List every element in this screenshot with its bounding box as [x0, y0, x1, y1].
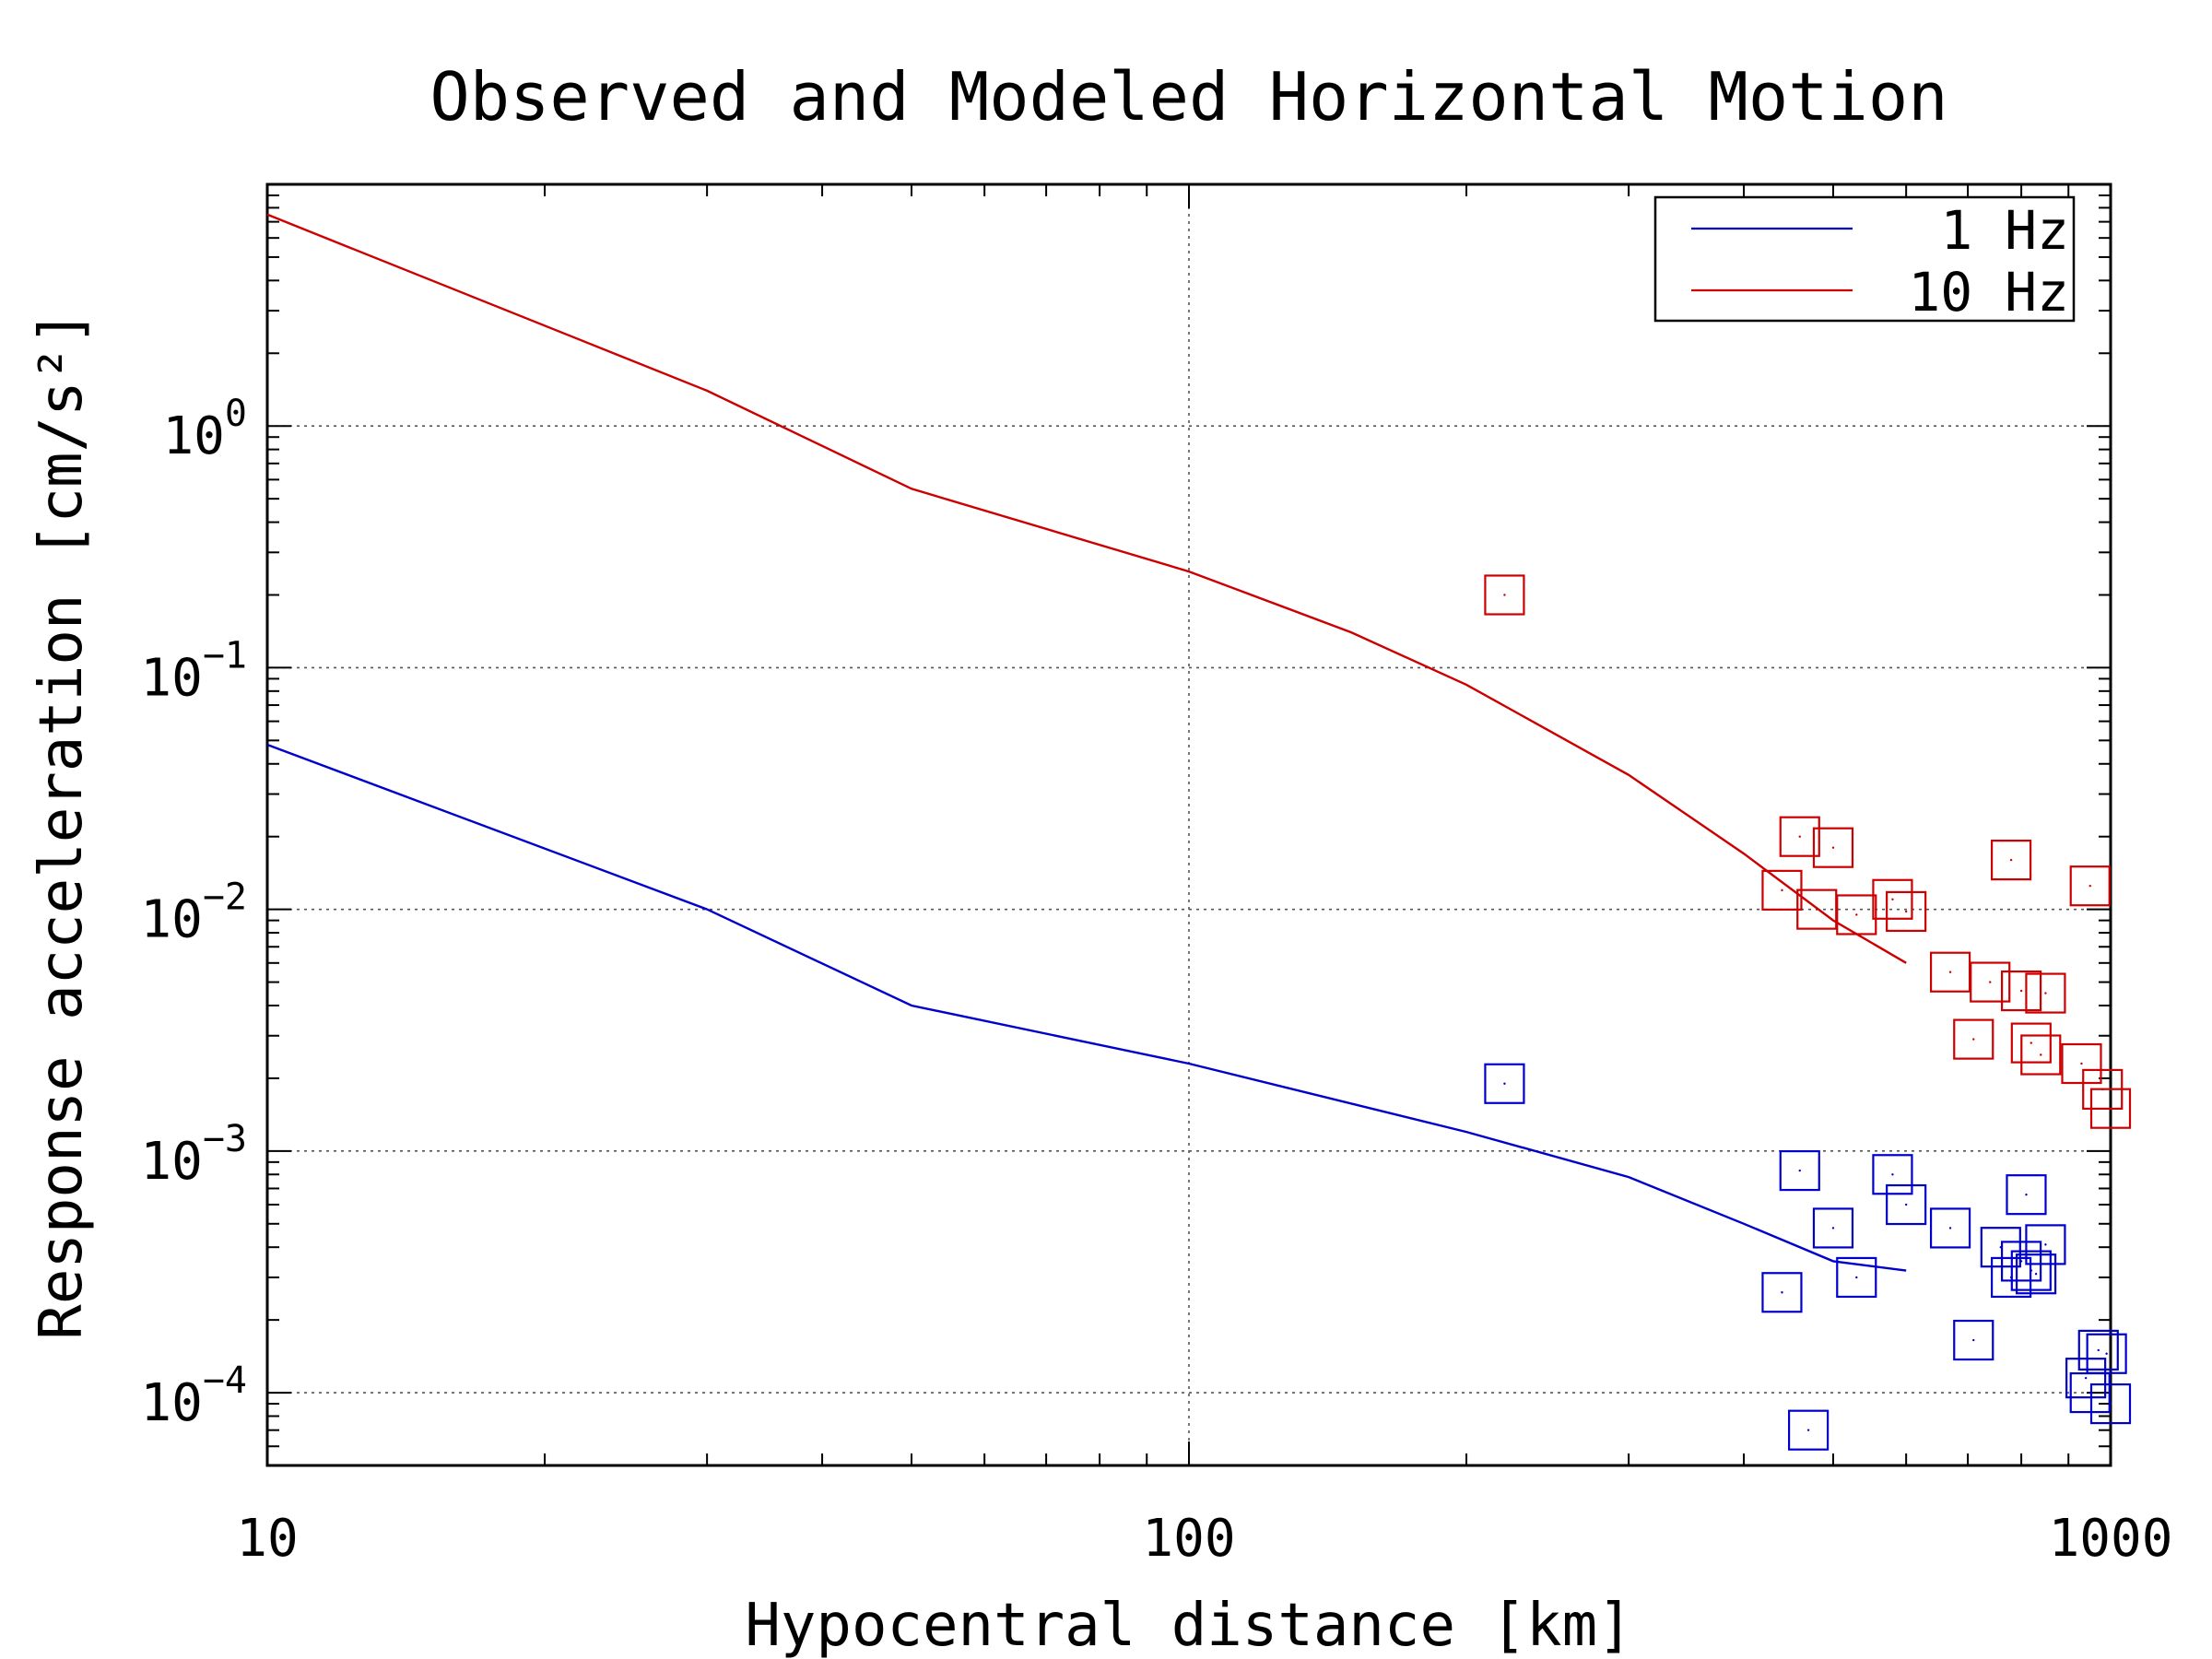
x-tick-labels: 10 100 1000 [236, 1509, 2172, 1569]
observed-point-center-0 [1972, 1338, 1975, 1342]
legend-label-10hz: 10 Hz [1908, 261, 2069, 324]
observed-point-center-1 [1904, 910, 1908, 913]
observed-point-1 [1812, 827, 1854, 868]
observed-point-center-0 [1891, 1173, 1894, 1176]
observed-point-center-0 [2084, 1376, 2088, 1380]
observed-point-center-0 [1806, 1429, 1810, 1431]
y-tick-label: 10−2 [140, 877, 247, 950]
chart-title: Observed and Modeled Horizontal Motion [429, 58, 1947, 135]
observed-point-1 [2061, 1042, 2102, 1085]
observed-point-1 [1484, 574, 1525, 616]
observed-point-0 [2000, 1241, 2042, 1282]
observed-point-0 [1779, 1149, 1820, 1192]
y-tick-label: 10−4 [140, 1359, 247, 1433]
observed-point-0 [2015, 1253, 2057, 1295]
observed-point-1 [1872, 878, 1913, 920]
legend-label-1hz: 1 Hz [1940, 199, 2069, 262]
observed-point-center-0 [2034, 1273, 2038, 1276]
observed-point-0 [2089, 1382, 2132, 1425]
y-tick-labels: 10−4 10−3 10−2 10−1 100 [140, 393, 247, 1433]
observed-point-center-0 [2097, 1348, 2100, 1352]
observed-point-center-0 [2025, 1193, 2028, 1196]
observed-point-center-1 [2088, 885, 2091, 888]
observed-point-center-1 [2080, 1062, 2083, 1065]
observed-point-center-0 [1855, 1276, 1858, 1279]
observed-point-center-1 [1989, 981, 1992, 983]
observed-point-center-1 [1891, 898, 1894, 900]
observed-point-1 [1953, 1018, 1994, 1060]
x-axis-label: Hypocentral distance [km] [745, 1592, 1632, 1659]
observed-point-center-1 [1781, 888, 1783, 892]
observed-point-1 [1836, 894, 1877, 935]
observed-point-0 [1761, 1272, 1803, 1313]
observed-point-0 [1872, 1154, 1913, 1195]
observed-point-center-1 [2040, 1053, 2042, 1056]
series-points [1484, 574, 2132, 1451]
observed-point-0 [1484, 1063, 1525, 1104]
observed-point-1 [1886, 890, 1927, 933]
observed-point-1 [2025, 972, 2066, 1014]
observed-point-center-1 [1816, 908, 1818, 911]
observed-point-center-1 [1948, 971, 1952, 973]
observed-point-center-1 [1972, 1038, 1975, 1041]
x-tick-label: 100 [1142, 1509, 1235, 1569]
observed-point-center-0 [1503, 1082, 1506, 1085]
observed-point-center-1 [2044, 992, 2047, 994]
observed-point-center-0 [2105, 1352, 2108, 1355]
observed-point-center-1 [1855, 913, 1858, 916]
observed-point-0 [2006, 1174, 2047, 1216]
y-tick-label: 100 [162, 393, 247, 466]
observed-point-1 [2069, 865, 2111, 907]
observed-point-0 [2086, 1333, 2127, 1374]
y-axis-label: Response acceleration [cm/s²] [28, 310, 96, 1339]
observed-point-0 [1836, 1256, 1877, 1299]
observed-point-center-0 [1948, 1227, 1952, 1230]
observed-point-0 [1953, 1319, 1994, 1361]
observed-point-1 [2020, 1034, 2062, 1076]
observed-point-center-0 [2019, 1260, 2023, 1263]
observed-point-center-1 [2009, 858, 2013, 862]
observed-point-center-0 [1781, 1291, 1783, 1294]
observed-point-1 [1990, 840, 2032, 881]
observed-point-0 [1929, 1207, 1971, 1249]
observed-point-1 [2000, 970, 2042, 1012]
grid [267, 184, 2111, 1465]
observed-point-1 [1929, 951, 1971, 993]
observed-point-center-0 [2044, 1243, 2047, 1246]
observed-point-center-1 [1831, 846, 1835, 849]
observed-point-center-1 [2109, 1107, 2112, 1110]
observed-point-0 [2065, 1358, 2107, 1399]
observed-point-center-0 [2109, 1402, 2112, 1406]
legend-box [1653, 195, 2076, 323]
observed-point-1 [1970, 961, 2011, 1003]
observed-point-center-0 [1904, 1203, 1908, 1206]
observed-point-center-0 [2030, 1269, 2033, 1272]
legend: 1 Hz 10 Hz [1653, 195, 2076, 324]
observed-point-center-1 [2030, 1041, 2033, 1044]
observed-point-0 [1787, 1409, 1830, 1451]
y-tick-label: 10−1 [140, 634, 247, 708]
observed-point-0 [1886, 1183, 1927, 1226]
observed-point-1 [1779, 816, 1820, 857]
observed-point-0 [2010, 1250, 2052, 1291]
series-lines [266, 213, 1907, 1272]
axis-ticks [266, 184, 2112, 1466]
y-tick-label: 10−3 [140, 1118, 247, 1192]
observed-point-center-1 [1503, 594, 1506, 596]
x-tick-label: 10 [236, 1509, 298, 1569]
x-tick-label: 1000 [2049, 1509, 2173, 1569]
observed-point-center-1 [1798, 835, 1801, 838]
observed-point-1 [2010, 1022, 2052, 1064]
observed-point-0 [1812, 1207, 1854, 1249]
observed-point-1 [2089, 1088, 2132, 1129]
observed-point-0 [1980, 1227, 2021, 1268]
observed-point-center-0 [1831, 1227, 1835, 1230]
series-line-1 [266, 213, 1907, 964]
observed-point-center-1 [2019, 989, 2023, 993]
observed-point-center-0 [1798, 1169, 1801, 1172]
observed-point-0 [2025, 1224, 2066, 1265]
series-line-0 [266, 743, 1907, 1272]
observed-point-0 [2077, 1329, 2119, 1371]
